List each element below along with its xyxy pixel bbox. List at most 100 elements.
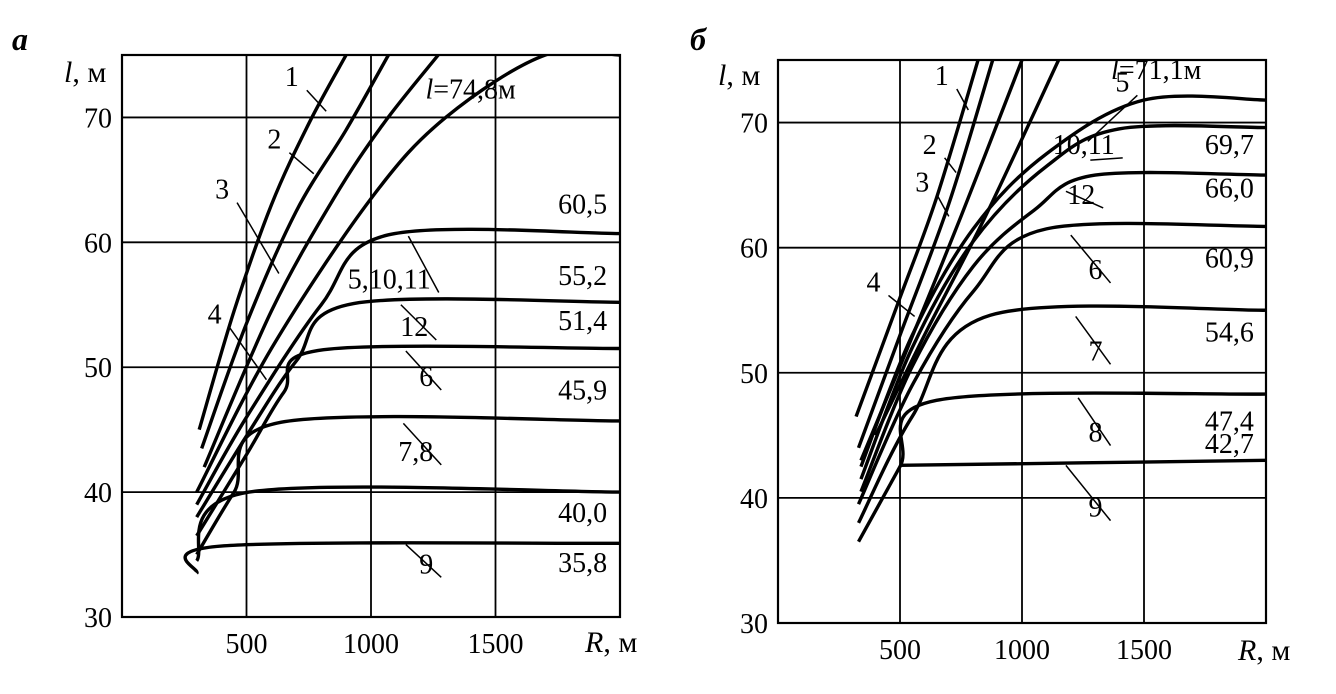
- curve-c7: [857, 304, 1266, 524]
- x-axis-unit: , м: [1256, 634, 1290, 667]
- curve-c6: [856, 221, 1266, 505]
- curve-c7-8: [195, 414, 620, 556]
- y-tick-label: 30: [740, 609, 768, 640]
- leader-line: [1070, 234, 1112, 284]
- x-tick-label: 1500: [1116, 635, 1172, 666]
- leader-line: [944, 157, 957, 174]
- curve-label: 12: [400, 312, 428, 343]
- y-tick-label: 50: [740, 359, 768, 390]
- value-label: 40,0: [558, 498, 607, 529]
- curve-label: 12: [1067, 180, 1095, 211]
- curve-c1: [854, 60, 980, 418]
- curve-c9: [899, 458, 1266, 468]
- leader-line: [1087, 94, 1138, 142]
- curve-c8: [857, 391, 1266, 543]
- y-axis-label: l, м: [64, 56, 106, 89]
- curve-c3: [202, 55, 440, 468]
- y-tick-label: 70: [740, 109, 768, 140]
- leader-line: [936, 195, 950, 217]
- value-label: 47,4: [1205, 406, 1254, 437]
- curve-label: 6: [419, 362, 433, 393]
- y-axis-variable: l: [64, 56, 72, 89]
- value-label: 42,7: [1205, 429, 1254, 460]
- curve-c12: [859, 170, 1266, 493]
- curve-label: 7,8: [398, 437, 433, 468]
- curve-label: 4: [208, 300, 222, 331]
- leader-line: [1090, 157, 1123, 161]
- y-tick-label: 60: [740, 234, 768, 265]
- curve-label: 9: [419, 549, 433, 580]
- curve-label: 3: [915, 167, 929, 198]
- curve-c-40: [195, 485, 620, 562]
- value-label: l=74,8м: [425, 75, 516, 106]
- value-label: l=71,1м: [1111, 55, 1202, 86]
- x-tick-label: 1000: [343, 629, 399, 660]
- curve-label: 1: [285, 62, 299, 93]
- leader-line: [1065, 464, 1112, 522]
- leader-line: [407, 235, 440, 293]
- y-tick-label: 40: [84, 478, 112, 509]
- leader-line: [288, 152, 315, 175]
- curve-c2: [200, 55, 390, 449]
- x-tick-label: 500: [226, 629, 268, 660]
- leader-line: [236, 202, 280, 274]
- leader-line: [956, 88, 969, 111]
- y-tick-label: 60: [84, 228, 112, 259]
- curve-c1: [197, 55, 348, 431]
- x-axis-variable: R: [1237, 634, 1256, 667]
- curve-c4: [874, 60, 1061, 437]
- x-tick-label: 500: [879, 635, 921, 666]
- curve-label: 9: [1089, 493, 1103, 524]
- value-label: 69,7: [1205, 130, 1254, 161]
- value-label: 45,9: [558, 376, 607, 407]
- curve-c12: [195, 297, 620, 518]
- leader-line: [888, 294, 916, 318]
- curve-label: 5,10,11: [348, 265, 431, 296]
- leader-line: [405, 350, 442, 391]
- value-label: 60,5: [558, 190, 607, 221]
- leader-line: [1065, 190, 1104, 209]
- y-axis-label: l, м: [718, 59, 760, 92]
- y-tick-label: 50: [84, 353, 112, 384]
- curve-c10-11: [859, 123, 1266, 480]
- curve-c2: [856, 60, 995, 449]
- y-axis-unit: , м: [726, 59, 760, 92]
- leader-line: [1077, 397, 1112, 447]
- panel-label: б: [690, 21, 708, 57]
- leader-line: [228, 327, 268, 381]
- leader-line: [405, 544, 442, 578]
- curve-label: 6: [1089, 255, 1103, 286]
- curve-label: 1: [935, 61, 949, 92]
- value-label: 60,9: [1205, 244, 1254, 275]
- curve-label: 10,11: [1053, 130, 1115, 161]
- curve-label: 4: [866, 267, 880, 298]
- leader-line: [402, 422, 442, 466]
- x-axis-label: R, м: [584, 626, 637, 659]
- curve-label: 7: [1089, 336, 1103, 367]
- curve-label: 8: [1089, 418, 1103, 449]
- curve-label: 5: [1115, 67, 1129, 98]
- value-label: 51,4: [558, 306, 607, 337]
- y-tick-label: 70: [84, 103, 112, 134]
- x-axis-unit: , м: [603, 626, 637, 659]
- curve-label: 2: [923, 130, 937, 161]
- curve-label: 3: [215, 175, 229, 206]
- x-tick-label: 1500: [468, 629, 524, 660]
- curve-c5: [859, 94, 1266, 468]
- curve-label: 2: [267, 125, 281, 156]
- curve-c9: [183, 541, 620, 575]
- leader-line: [306, 89, 327, 112]
- panel-label: а: [12, 21, 28, 57]
- x-axis-variable: R: [584, 626, 603, 659]
- x-axis-label: R, м: [1237, 634, 1290, 667]
- leader-line: [400, 304, 437, 341]
- value-label: 35,8: [558, 548, 607, 579]
- y-tick-label: 30: [84, 603, 112, 634]
- y-axis-variable: l: [718, 59, 726, 92]
- leader-line: [1075, 316, 1112, 365]
- curve-c5-10-11: [195, 227, 620, 506]
- y-tick-label: 40: [740, 484, 768, 515]
- x-tick-label: 1000: [994, 635, 1050, 666]
